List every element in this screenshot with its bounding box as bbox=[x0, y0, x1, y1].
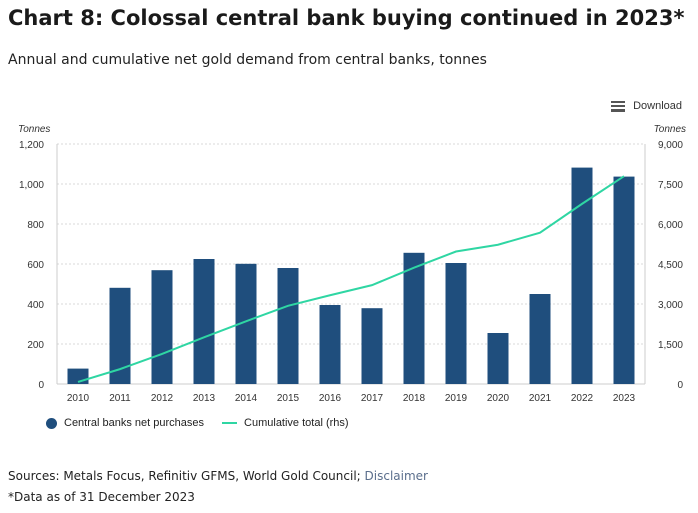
x-tick-label: 2023 bbox=[613, 393, 636, 404]
y-tick-label: 1,200 bbox=[19, 140, 44, 151]
legend-item-line[interactable]: Cumulative total (rhs) bbox=[222, 417, 349, 429]
cumulative-line bbox=[77, 175, 625, 383]
y2-tick-label: 9,000 bbox=[658, 140, 683, 151]
y-tick-label: 0 bbox=[38, 380, 44, 391]
bar bbox=[193, 259, 215, 384]
legend-dot-icon bbox=[46, 417, 57, 429]
download-label: Download bbox=[633, 100, 682, 112]
y-tick-label: 1,000 bbox=[19, 180, 44, 191]
sources-text: Sources: Metals Focus, Refinitiv GFMS, W… bbox=[8, 469, 365, 483]
y-axis-title: Tonnes bbox=[18, 124, 50, 135]
bar bbox=[487, 333, 509, 384]
chart-subtitle: Annual and cumulative net gold demand fr… bbox=[8, 52, 487, 68]
y-tick-label: 400 bbox=[27, 300, 44, 311]
menu-icon bbox=[611, 100, 626, 112]
bar bbox=[361, 308, 383, 384]
chart-title: Chart 8: Colossal central bank buying co… bbox=[8, 6, 685, 30]
x-tick-label: 2020 bbox=[487, 393, 510, 404]
bar bbox=[529, 294, 551, 384]
x-tick-label: 2017 bbox=[361, 393, 384, 404]
x-tick-label: 2012 bbox=[151, 393, 174, 404]
x-tick-label: 2016 bbox=[319, 393, 342, 404]
y-tick-label: 800 bbox=[27, 220, 44, 231]
bar bbox=[571, 167, 593, 384]
x-tick-label: 2018 bbox=[403, 393, 426, 404]
x-tick-label: 2015 bbox=[277, 393, 300, 404]
bar bbox=[613, 176, 635, 384]
bar bbox=[109, 287, 131, 384]
bar bbox=[319, 305, 341, 384]
y2-tick-label: 6,000 bbox=[658, 220, 683, 231]
y2-axis-title: Tonnes bbox=[654, 124, 686, 135]
x-tick-label: 2019 bbox=[445, 393, 468, 404]
disclaimer-link[interactable]: Disclaimer bbox=[364, 469, 428, 483]
legend: Central banks net purchases Cumulative t… bbox=[46, 417, 349, 429]
y2-tick-label: 4,500 bbox=[658, 260, 683, 271]
bar bbox=[151, 270, 173, 384]
x-tick-label: 2010 bbox=[67, 393, 90, 404]
x-tick-label: 2022 bbox=[571, 393, 594, 404]
bar bbox=[277, 268, 299, 384]
y2-tick-label: 0 bbox=[677, 380, 683, 391]
sources: Sources: Metals Focus, Refinitiv GFMS, W… bbox=[8, 469, 428, 483]
legend-label: Cumulative total (rhs) bbox=[244, 417, 349, 429]
legend-line-icon bbox=[222, 422, 238, 424]
x-tick-label: 2013 bbox=[193, 393, 216, 404]
download-button[interactable]: Download bbox=[611, 100, 682, 112]
x-tick-label: 2021 bbox=[529, 393, 552, 404]
bar bbox=[445, 263, 467, 384]
y2-tick-label: 7,500 bbox=[658, 180, 683, 191]
x-tick-label: 2014 bbox=[235, 393, 258, 404]
bar bbox=[403, 252, 425, 384]
bar bbox=[235, 263, 257, 384]
y-tick-label: 600 bbox=[27, 260, 44, 271]
y2-tick-label: 1,500 bbox=[658, 340, 683, 351]
y-tick-label: 200 bbox=[27, 340, 44, 351]
legend-item-bars[interactable]: Central banks net purchases bbox=[46, 417, 204, 429]
x-tick-label: 2011 bbox=[109, 393, 131, 404]
legend-label: Central banks net purchases bbox=[64, 417, 205, 429]
data-note: *Data as of 31 December 2023 bbox=[8, 490, 195, 504]
y2-tick-label: 3,000 bbox=[658, 300, 683, 311]
